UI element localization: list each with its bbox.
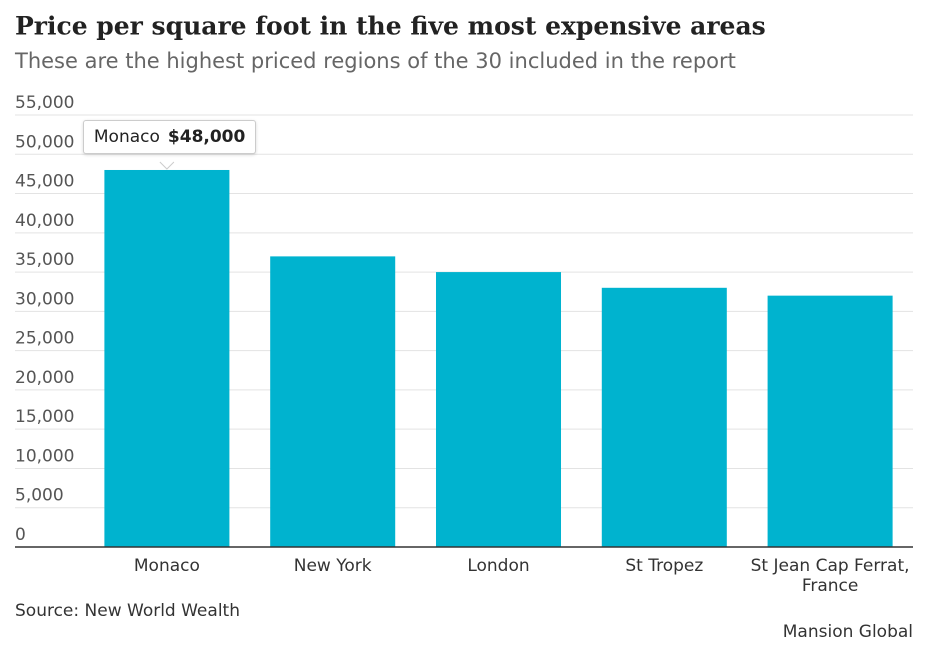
y-tick-label: 30,000 bbox=[15, 289, 74, 309]
chart-title: Price per square foot in the five most e… bbox=[15, 12, 766, 41]
x-tick-label: St Jean Cap Ferrat, France bbox=[750, 556, 910, 596]
y-tick-label: 50,000 bbox=[15, 132, 74, 152]
y-tick-label: 5,000 bbox=[15, 486, 64, 506]
x-tick-label: Monaco bbox=[133, 556, 200, 576]
tooltip-category: Monaco bbox=[93, 126, 160, 147]
source: Source: New World Wealth bbox=[15, 601, 240, 621]
bar bbox=[104, 169, 230, 547]
bar bbox=[601, 287, 727, 547]
y-tick-label: 45,000 bbox=[15, 172, 74, 192]
x-tick-label: New York bbox=[293, 556, 372, 576]
tooltip-pointer bbox=[159, 161, 175, 170]
bar bbox=[435, 272, 562, 547]
y-tick-label: 25,000 bbox=[15, 329, 74, 349]
chart-subtitle: These are the highest priced regions of … bbox=[14, 49, 736, 73]
y-tick-label: 55,000 bbox=[15, 93, 74, 113]
bar bbox=[270, 256, 396, 547]
data-label: $48,000 bbox=[167, 126, 246, 147]
x-tick-label: London bbox=[467, 556, 530, 576]
y-tick-label: 10,000 bbox=[15, 446, 74, 466]
y-tick-label: 0 bbox=[15, 525, 26, 545]
y-tick-label: 35,000 bbox=[15, 250, 74, 270]
credit: Mansion Global bbox=[783, 622, 913, 642]
y-tick-label: 20,000 bbox=[15, 368, 74, 388]
tooltip: Monaco $48,000 bbox=[82, 119, 257, 154]
bar bbox=[767, 295, 893, 547]
x-tick-label: St Tropez bbox=[625, 556, 704, 576]
y-tick-label: 40,000 bbox=[15, 211, 74, 231]
y-tick-label: 15,000 bbox=[15, 407, 74, 427]
